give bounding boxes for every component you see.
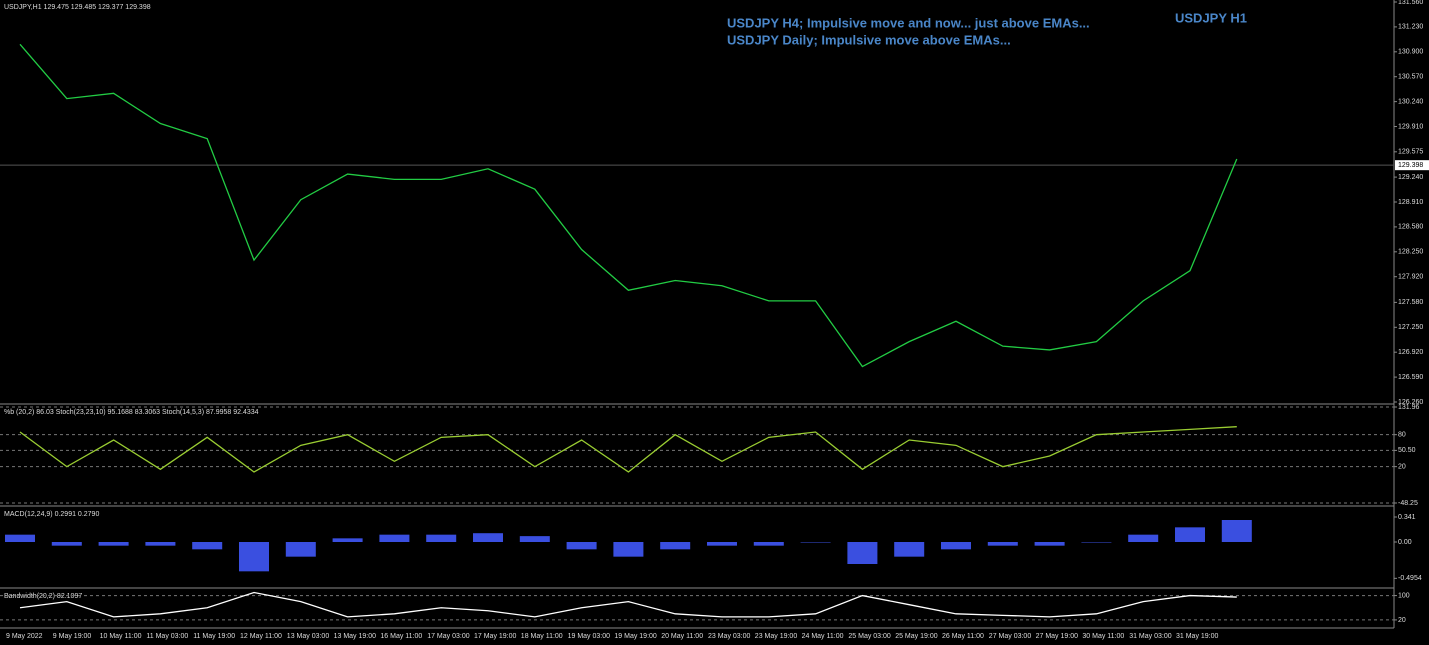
bar (1034, 542, 1065, 546)
x-tick-label: 13 May 19:00 (334, 633, 377, 640)
x-tick-label: 31 May 19:00 (1176, 633, 1219, 640)
bar (800, 542, 831, 543)
y-tick-label: 130.900 (1398, 49, 1423, 56)
x-tick-label: 19 May 03:00 (568, 633, 611, 640)
y-tick-label: 128.580 (1398, 224, 1423, 231)
bar (519, 536, 550, 542)
x-tick-label: 23 May 19:00 (755, 633, 798, 640)
x-tick-label: 17 May 19:00 (474, 633, 517, 640)
y-tick-label: 0.00 (1398, 539, 1412, 546)
x-tick-label: 24 May 11:00 (802, 633, 844, 640)
bar (239, 542, 269, 572)
bar (426, 534, 457, 542)
y-tick-label: 128.250 (1398, 249, 1423, 256)
y-tick-label: 126.590 (1398, 374, 1423, 381)
x-tick-label: 25 May 19:00 (895, 633, 938, 640)
y-tick-label: 127.580 (1398, 299, 1423, 306)
y-tick-label: 0.341 (1398, 514, 1416, 521)
y-tick-label: 130.570 (1398, 74, 1423, 81)
x-tick-label: 13 May 03:00 (287, 633, 330, 640)
annotation: USDJPY Daily; Impulsive move above EMAs.… (727, 32, 1011, 47)
bar (941, 542, 971, 550)
bar (1175, 527, 1205, 542)
y-tick-label: 20 (1398, 463, 1406, 470)
x-tick-label: 12 May 11:00 (240, 633, 282, 640)
x-tick-label: 27 May 19:00 (1036, 633, 1079, 640)
x-tick-label: 17 May 03:00 (427, 633, 470, 640)
bar (1081, 542, 1112, 543)
x-tick-label: 16 May 11:00 (380, 633, 422, 640)
last-price-label: 129.398 (1398, 162, 1423, 169)
y-tick-label: 128.910 (1398, 199, 1423, 206)
y-tick-label: 20 (1398, 617, 1406, 624)
y-tick-label: 131.96 (1398, 404, 1420, 411)
bar (1128, 534, 1159, 542)
bar (473, 533, 503, 542)
last-price-box (1395, 160, 1429, 171)
bar (566, 542, 597, 550)
bar (192, 542, 223, 550)
y-tick-label: 129.575 (1398, 149, 1423, 156)
x-tick-label: 10 May 11:00 (100, 633, 142, 640)
price-line (19, 591, 1237, 618)
pane-title: MACD(12,24,9) 0.2991 0.2790 (4, 511, 99, 518)
y-tick-label: 127.920 (1398, 274, 1423, 281)
bar (5, 534, 35, 542)
bar (707, 542, 737, 546)
y-tick-label: 129.240 (1398, 174, 1423, 181)
y-tick-label: 50.50 (1398, 447, 1416, 454)
x-tick-label: 27 May 03:00 (989, 633, 1032, 640)
x-tick-label: 23 May 03:00 (708, 633, 751, 640)
y-tick-label: 131.230 (1398, 24, 1423, 31)
x-tick-label: 11 May 03:00 (146, 633, 188, 640)
annotation: USDJPY H4; Impulsive move and now... jus… (727, 15, 1090, 30)
bar (1221, 520, 1252, 542)
y-tick-label: 126.920 (1398, 349, 1423, 356)
y-tick-label: 129.910 (1398, 123, 1423, 130)
price-line (19, 43, 1238, 368)
x-tick-label: 26 May 11:00 (942, 633, 984, 640)
x-tick-label: 9 May 2022 (6, 633, 43, 640)
y-tick-label: 80 (1398, 432, 1406, 439)
x-tick-label: 31 May 03:00 (1129, 633, 1172, 640)
y-tick-label: 100 (1398, 592, 1410, 599)
x-tick-label: 19 May 19:00 (614, 633, 657, 640)
bar (613, 542, 644, 557)
bar (332, 538, 363, 542)
pane-title: USDJPY,H1 129.475 129.485 129.377 129.39… (4, 4, 151, 11)
pane-title: %b (20,2) 86.03 Stoch(23,23,10) 95.1688 … (4, 409, 259, 416)
x-tick-label: 11 May 19:00 (193, 633, 235, 640)
y-tick-label: -48.25 (1398, 500, 1418, 507)
bar (285, 542, 316, 557)
x-tick-label: 25 May 03:00 (848, 633, 891, 640)
bar (98, 542, 129, 546)
bar (145, 542, 176, 546)
bar (847, 542, 878, 564)
x-tick-label: 30 May 11:00 (1082, 633, 1124, 640)
x-tick-label: 20 May 11:00 (661, 633, 703, 640)
y-tick-label: 126.260 (1398, 399, 1423, 406)
bar (51, 542, 82, 546)
annotation: USDJPY H1 (1175, 10, 1247, 25)
y-tick-label: 130.240 (1398, 98, 1423, 105)
bar (753, 542, 784, 546)
x-tick-label: 18 May 11:00 (521, 633, 563, 640)
y-tick-label: -0.4954 (1398, 575, 1422, 582)
y-tick-label: 127.250 (1398, 324, 1423, 331)
bar (894, 542, 925, 557)
x-tick-label: 9 May 19:00 (53, 633, 92, 640)
bar (660, 542, 691, 550)
pane-title: Bandwidth(20,2) 82.1097 (4, 593, 82, 600)
bar (987, 542, 1018, 546)
price-line (19, 426, 1237, 473)
y-tick-label: 131.560 (1398, 0, 1423, 6)
bar (379, 534, 410, 542)
